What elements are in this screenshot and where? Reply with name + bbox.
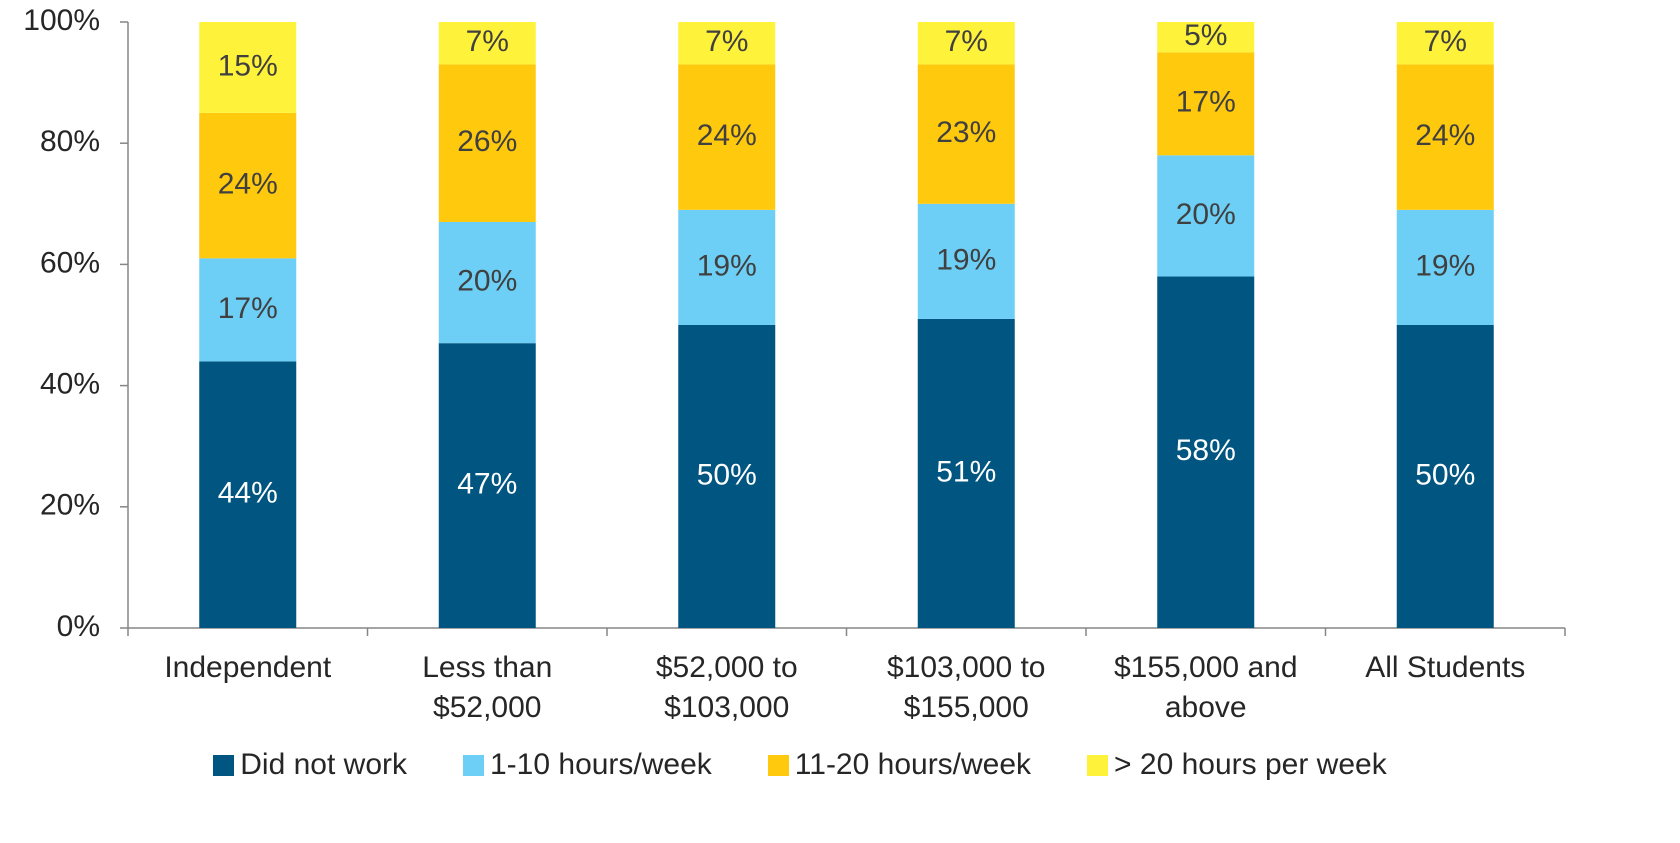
legend-item: Did not work [213, 748, 407, 782]
legend-label: Did not work [240, 748, 407, 781]
legend-label: 1-10 hours/week [490, 748, 712, 781]
data-label: 24% [1415, 119, 1475, 152]
bar-segment [1396, 22, 1494, 65]
data-label: 24% [697, 119, 757, 152]
data-label: 19% [697, 249, 757, 282]
data-label: 17% [1176, 86, 1236, 119]
data-label: 17% [218, 292, 278, 325]
x-tick-label: Independent [164, 651, 332, 684]
bar-segment [1157, 22, 1255, 53]
bar-segment [678, 209, 776, 325]
bar-segment [1157, 155, 1255, 277]
y-tick-label: 40% [40, 368, 100, 401]
bar-segment [917, 203, 1015, 319]
bar-segment [199, 22, 297, 113]
bar-segment [917, 64, 1015, 204]
data-label: 7% [945, 25, 988, 58]
legend-label: 11-20 hours/week [794, 748, 1032, 781]
data-label: 20% [457, 265, 517, 298]
legend-swatch [767, 754, 789, 776]
bar-segment [1157, 52, 1255, 156]
data-label: 50% [1415, 458, 1475, 491]
legend-swatch [463, 754, 484, 776]
data-label: 19% [936, 243, 996, 276]
data-label: 51% [936, 455, 996, 488]
y-tick-label: 100% [23, 4, 100, 37]
bar-segment [199, 258, 297, 362]
bar-segment [199, 361, 297, 628]
bar-segment [1396, 64, 1494, 210]
x-tick-label: $52,000 to $103,000 [655, 651, 798, 724]
bar-segment [678, 325, 776, 628]
legend-item: > 20 hours per week [1087, 748, 1387, 782]
data-label: 7% [705, 25, 748, 58]
data-label: 44% [218, 477, 278, 510]
y-tick-label: 80% [40, 125, 100, 158]
legend-item: 1-10 hours/week [463, 748, 712, 782]
bar-segment [678, 64, 776, 210]
data-label: 26% [457, 125, 517, 158]
y-tick-label: 20% [40, 489, 100, 522]
legend-label: > 20 hours per week [1114, 748, 1387, 781]
bar-segment [1396, 209, 1494, 325]
legend-swatch [1087, 754, 1109, 776]
x-tick-label: $155,000 and above [1113, 651, 1298, 724]
data-label: 47% [457, 468, 517, 501]
bar-segment [438, 22, 536, 65]
bar-segment [438, 343, 536, 628]
data-label: 20% [1176, 198, 1236, 231]
legend: Did not work 1-10 hours/week 11-20 hours/w… [0, 748, 1600, 782]
x-tick-label: All Students [1365, 651, 1526, 684]
y-tick-label: 60% [40, 246, 100, 279]
data-label: 7% [466, 25, 509, 58]
bar-segment [678, 22, 776, 65]
bar-segment [1157, 276, 1255, 628]
x-tick-label: Less than $52,000 [422, 651, 553, 724]
bar-segment [1396, 325, 1494, 628]
x-tick-label: $103,000 to $155,000 [887, 651, 1046, 724]
bar-segment [199, 112, 297, 259]
bar-segment [438, 64, 536, 222]
bar-segment [438, 221, 536, 344]
data-label: 5% [1184, 19, 1227, 52]
data-label: 15% [218, 49, 278, 82]
data-label: 24% [218, 168, 278, 201]
y-tick-label: 0% [57, 610, 100, 643]
legend-swatch [213, 754, 235, 776]
data-label: 58% [1176, 434, 1236, 467]
bar-segment [917, 318, 1015, 628]
data-label: 7% [1424, 25, 1467, 58]
data-label: 50% [697, 458, 757, 491]
data-label: 19% [1415, 249, 1475, 282]
data-label: 23% [936, 116, 996, 149]
legend-item: 11-20 hours/week [767, 748, 1032, 782]
bar-segment [917, 22, 1015, 65]
